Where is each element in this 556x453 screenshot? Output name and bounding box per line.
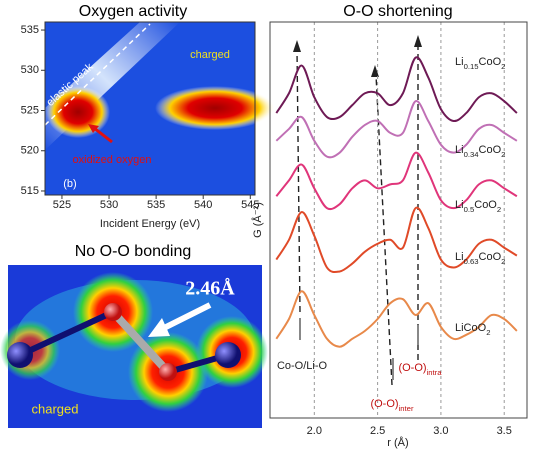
x-tick-label: 2.5 xyxy=(370,425,385,437)
x-tick-label: 540 xyxy=(194,199,212,211)
x-tick-label: 530 xyxy=(100,199,118,211)
series-label: Li0.34CoO2 xyxy=(455,144,505,159)
annotation: oxidized oxygen xyxy=(73,154,152,166)
x-axis-label: Incident Energy (eV) xyxy=(100,218,200,230)
plot-frame xyxy=(269,21,528,419)
density-diagram xyxy=(0,265,268,428)
series-line xyxy=(275,151,518,211)
series-label: Li0.5CoO2 xyxy=(455,199,501,214)
arrow-heads xyxy=(293,35,422,77)
x-tick-label: 2.0 xyxy=(307,425,322,437)
series-label: Li0.63CoO2 xyxy=(455,251,505,266)
series-label: LiCoO2 xyxy=(455,322,490,337)
chart-title: Oxygen activity xyxy=(79,3,187,20)
x-tick-label: 535 xyxy=(147,199,165,211)
series-label: Li0.15CoO2 xyxy=(455,56,505,71)
y-tick-label: 520 xyxy=(21,145,39,157)
series-line xyxy=(275,290,518,348)
y-tick-label: 525 xyxy=(21,104,39,116)
x-tick-label: 525 xyxy=(53,199,71,211)
peak-markers xyxy=(299,318,419,380)
y-axis-label: G (Å⁻²) xyxy=(251,202,264,238)
arrows xyxy=(296,45,419,386)
distance-label: 2.46Å xyxy=(185,277,235,300)
series-line xyxy=(275,206,518,274)
annotation: (O-O)intra xyxy=(398,362,442,377)
x-tick-label: 3.0 xyxy=(433,425,448,437)
y-tick-label: 515 xyxy=(21,185,39,197)
x-axis-label: r (Å) xyxy=(387,436,408,449)
heatmap-image xyxy=(44,21,275,196)
annotation: charged xyxy=(190,49,230,61)
y-tick-label: 535 xyxy=(21,24,39,36)
x-tick-label: 3.5 xyxy=(497,425,512,437)
state-label: charged xyxy=(32,401,79,416)
annotation: (b) xyxy=(63,178,76,190)
annotation: (O-O)inter xyxy=(370,398,414,413)
series-line xyxy=(275,56,518,123)
y-tick-label: 530 xyxy=(21,64,39,76)
annotation: Co-O/Li-O xyxy=(277,360,328,372)
panel-title: No O-O bonding xyxy=(75,243,192,260)
chart-title: O-O shortening xyxy=(343,3,452,20)
series-line xyxy=(275,100,518,159)
x-tick-label: 545 xyxy=(241,199,259,211)
